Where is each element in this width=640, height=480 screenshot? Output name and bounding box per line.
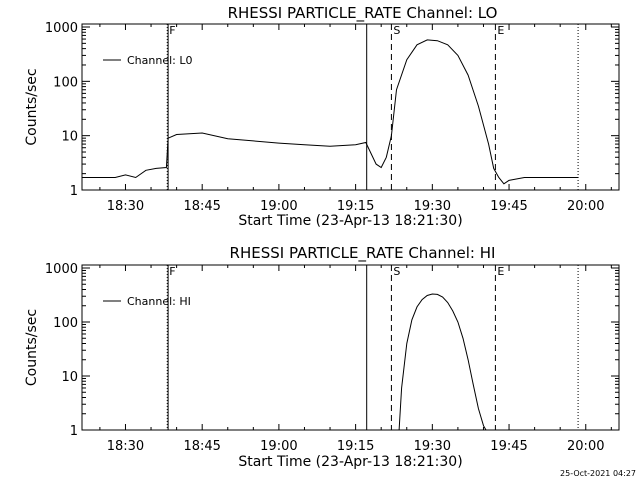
top-chart-y-tick-label: 10 <box>61 130 78 145</box>
bottom-chart-x-axis-label: Start Time (23-Apr-13 18:21:30) <box>238 454 462 470</box>
bottom-chart-y-axis-label: Counts/sec <box>24 309 40 386</box>
date-stamp: 25-Oct-2021 04:27 <box>560 469 636 478</box>
bottom-chart-marker-label: S <box>393 265 400 278</box>
bottom-chart-x-tick-label: 18:30 <box>107 439 144 454</box>
top-chart-plot-frame <box>81 23 620 191</box>
bottom-chart-x-tick-label: 19:30 <box>414 439 451 454</box>
top-chart-y-tick-label: 1000 <box>45 21 78 36</box>
top-chart-marker-label: F <box>169 24 175 37</box>
top-chart-marker-label: S <box>393 24 400 37</box>
top-chart-y-tick-label: 100 <box>53 75 78 90</box>
top-chart-x-tick-label: 19:15 <box>337 199 374 214</box>
top-chart-legend-label: Channel: L0 <box>127 54 193 67</box>
bottom-chart-x-tick-label: 18:45 <box>183 439 220 454</box>
bottom-chart-x-tick-label: 19:15 <box>337 439 374 454</box>
top-chart-title: RHESSI PARTICLE_RATE Channel: LO <box>228 4 498 23</box>
top-chart-x-tick-label: 19:00 <box>260 199 297 214</box>
top-chart-x-tick-label: 18:30 <box>107 199 144 214</box>
bottom-chart-plot-frame <box>81 264 620 431</box>
top-chart-x-axis-label: Start Time (23-Apr-13 18:21:30) <box>238 213 462 229</box>
top-chart-y-tick-label: 1 <box>70 184 78 199</box>
top-chart-series-line <box>82 39 579 185</box>
top-chart-y-axis-label: Counts/sec <box>24 68 40 145</box>
bottom-chart: RHESSI PARTICLE_RATE Channel: HI Start Ti… <box>24 244 620 470</box>
bottom-chart-series-line <box>398 293 487 431</box>
bottom-chart-legend-label: Channel: HI <box>127 295 191 308</box>
top-chart-x-tick-label: 19:30 <box>414 199 451 214</box>
bottom-chart-x-tick-label: 19:00 <box>260 439 297 454</box>
bottom-chart-y-tick-label: 100 <box>53 316 78 331</box>
bottom-chart-x-tick-label: 20:00 <box>567 439 604 454</box>
bottom-chart-x-tick-label: 19:45 <box>490 439 527 454</box>
bottom-chart-y-tick-label: 1000 <box>45 262 78 277</box>
top-chart-marker-label: E <box>497 24 504 37</box>
bottom-chart-y-tick-label: 1 <box>70 424 78 439</box>
bottom-chart-title: RHESSI PARTICLE_RATE Channel: HI <box>230 244 496 263</box>
bottom-chart-marker-label: E <box>497 265 504 278</box>
bottom-chart-y-tick-label: 10 <box>61 370 78 385</box>
bottom-chart-marker-label: F <box>169 265 175 278</box>
top-chart-x-tick-label: 18:45 <box>183 199 220 214</box>
top-chart-x-tick-label: 19:45 <box>490 199 527 214</box>
top-chart: RHESSI PARTICLE_RATE Channel: LO Start Ti… <box>24 4 620 229</box>
top-chart-x-tick-label: 20:00 <box>567 199 604 214</box>
